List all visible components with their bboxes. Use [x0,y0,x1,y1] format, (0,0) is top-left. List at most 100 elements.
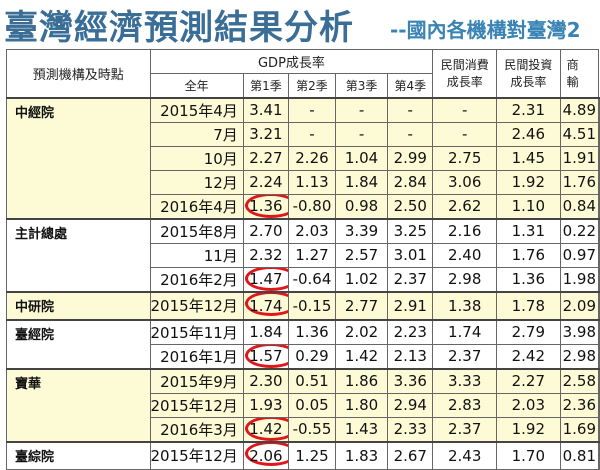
gdp-fy-cell: 2.06 [242,440,290,470]
extra-cell [598,121,600,147]
header-consumption-line1: 民間消費 [440,58,489,73]
gdp-fy-value: 1.57 [249,347,283,365]
period-cell: 2015年11月 [149,318,244,345]
gdp-q4-cell: 2.37 [432,416,498,442]
gdp-q4-cell: 3.06 [432,169,498,195]
page-title: 臺灣經濟預測結果分析 [4,8,354,48]
gdp-q1-cell: - [288,96,336,123]
gdp-fy-value: 1.84 [249,323,283,341]
gdp-q3-cell: 3.36 [387,367,434,394]
gdp-q3-cell: 2.84 [387,169,434,195]
table-row: 主計總處 2015年8月 2.70 2.03 3.39 3.25 2.16 1.31 0.22 [6,217,600,292]
consumption-cell: 2.03 [496,392,561,418]
consumption-cell: 1.45 [496,145,561,171]
period-cell: 2016年1月 [149,343,244,369]
table-row: 10月 2.27 2.26 1.04 2.99 2.75 1.45 1.91 [7,145,600,171]
gdp-fy-cell: 1.42 [242,416,290,442]
investment-cell: 4.89 [559,96,600,123]
header-extra-line2: 輸 [566,75,579,90]
header-org-period: 預測機構及時點 [6,49,151,98]
gdp-q3-cell: 2.99 [387,145,434,171]
investment-cell: 2.36 [559,392,600,418]
gdp-fy-value: 2.24 [249,173,283,191]
extra-cell [598,416,600,442]
gdp-q2-cell: - [334,96,389,123]
header-extra-line1: 商 [566,58,579,73]
gdp-q4-cell: - [432,96,498,123]
gdp-q1-cell: 1.25 [288,440,336,470]
gdp-fy-value: 2.32 [249,246,283,264]
header-consumption-line2: 成長率 [446,75,483,90]
title-bar: 臺灣經濟預測結果分析 --國內各機構對臺灣2 [0,0,600,48]
gdp-q2-cell: 1.80 [334,392,389,418]
gdp-fy-value: 2.06 [249,446,283,465]
gdp-q3-cell: - [387,96,434,123]
investment-cell: 1.91 [559,145,600,171]
gdp-fy-value: 2.30 [249,372,283,390]
gdp-q4-cell: 2.83 [432,392,498,418]
consumption-cell: 2.46 [496,121,561,147]
gdp-q2-cell: 1.43 [334,416,389,442]
investment-cell: 2.09 [559,290,600,320]
gdp-q4-cell: 1.74 [432,318,498,345]
gdp-q4-cell: 2.16 [432,217,498,244]
gdp-q2-cell: 1.04 [334,145,389,171]
extra-cell [598,343,600,369]
gdp-q2-cell: 1.84 [334,169,389,195]
gdp-q4-cell: 2.43 [432,440,498,470]
extra-cell [598,367,600,394]
period-cell: 2015年12月 [149,290,244,320]
gdp-fy-cell: 1.74 [242,290,290,320]
gdp-fy-cell: 1.84 [242,318,290,345]
period-cell: 2015年12月 [149,440,244,470]
extra-cell [598,266,600,292]
table-row: 2016年2月 1.47 -0.64 1.02 2.37 2.98 1.36 1.98 [7,266,600,292]
extra-cell [598,169,600,195]
gdp-q1-cell: 0.51 [288,367,336,394]
investment-cell: 0.84 [559,193,600,219]
header-extra: 商 輸 [559,49,600,98]
org-name-cell: 臺經院 [6,318,151,369]
gdp-fy-cell: 1.36 [242,193,290,219]
gdp-q4-cell: 2.40 [432,242,498,268]
gdp-q2-cell: 1.02 [334,266,389,292]
table-row: 中研院 2015年12月 1.74 -0.15 2.77 2.91 1.38 1.78 2.09 [6,290,600,320]
header-consumption: 民間消費 成長率 [432,49,498,98]
gdp-fy-value: 1.93 [249,396,283,414]
period-cell: 10月 [149,145,244,171]
gdp-q1-cell: 1.13 [288,169,336,195]
extra-cell [598,193,600,219]
consumption-cell: 1.92 [496,169,561,195]
investment-cell: 3.98 [559,318,600,345]
gdp-q3-cell: 2.50 [387,193,434,219]
header-gdp-fy: 全年 [149,73,244,98]
consumption-cell: 2.42 [496,343,561,369]
gdp-q3-cell: - [387,121,434,147]
period-cell: 2015年8月 [149,217,244,244]
consumption-cell: 2.27 [496,367,561,394]
gdp-q4-cell: 2.75 [432,145,498,171]
period-cell: 7月 [149,121,244,147]
gdp-q3-cell: 2.33 [387,416,434,442]
table-row: 2015年12月 1.93 0.05 1.80 2.94 2.83 2.03 2.36 [7,392,600,418]
gdp-q3-cell: 2.67 [387,440,434,470]
extra-cell [598,145,600,171]
extra-cell [598,290,600,320]
gdp-q1-cell: -0.15 [288,290,336,320]
gdp-q4-cell: 3.33 [432,367,498,394]
investment-cell: 1.98 [559,266,600,292]
table-body: 中經院 2015年4月 3.41- - - -2.31 4.89 7月 3.21- - - -2.46… [6,96,600,470]
gdp-fy-value: 3.41 [249,101,283,119]
header-investment: 民間投資 成長率 [496,49,561,98]
consumption-cell: 1.36 [496,266,561,292]
gdp-q3-cell: 3.25 [387,217,434,244]
table-row: 臺經院 2015年11月 1.84 1.36 2.02 2.23 1.74 2.79 3.98 [6,318,600,369]
gdp-q4-cell: 2.98 [432,266,498,292]
gdp-q1-cell: -0.55 [288,416,336,442]
gdp-fy-cell: 2.27 [242,145,290,171]
gdp-q2-cell: 1.86 [334,367,389,394]
gdp-q3-cell: 2.23 [387,318,434,345]
gdp-q1-cell: -0.80 [288,193,336,219]
gdp-fy-value: 1.47 [249,270,283,288]
header-gdp-q1: 第1季 [242,73,290,98]
